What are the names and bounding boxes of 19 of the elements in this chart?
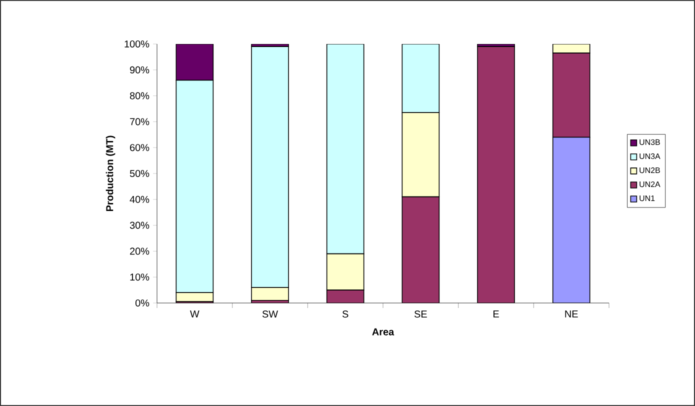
y-tick-label: 70%: [130, 118, 150, 126]
y-tick-label: 80%: [130, 92, 150, 100]
x-tick-label: SE: [414, 310, 427, 318]
x-tick-label: E: [493, 310, 499, 318]
x-tick-label: W: [190, 310, 200, 318]
y-tick-label: 50%: [130, 170, 150, 178]
y-tick-label: 100%: [124, 40, 150, 48]
x-axis-title: Area: [372, 328, 394, 336]
y-tick-label: 90%: [130, 66, 150, 74]
x-tick-label: SW: [262, 310, 278, 318]
y-tick-label: 20%: [130, 248, 150, 255]
x-tick-label: NE: [565, 310, 578, 318]
y-tick-label: 60%: [130, 144, 150, 152]
y-tick-label: 10%: [130, 274, 150, 281]
y-tick-label: 0%: [135, 299, 150, 307]
y-axis-title: Production (MT): [106, 136, 116, 212]
x-tick-label: S: [342, 310, 348, 318]
y-tick-label: 40%: [130, 196, 150, 203]
y-tick-label: 30%: [130, 222, 150, 229]
